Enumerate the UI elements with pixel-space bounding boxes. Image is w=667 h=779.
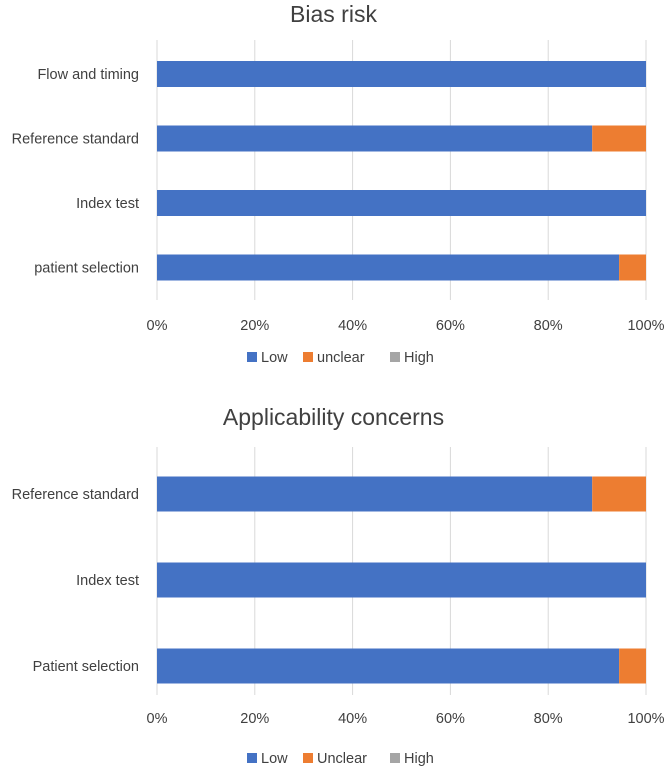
applicability-category-label: Reference standard [12,487,139,503]
applicability-title: Applicability concerns [223,404,444,430]
bias-risk-chart: Bias risk 0% 20% 40% 60% 80% 100% Flow and timi… [0,0,667,380]
bias-risk-bar-low-reference-standard [157,125,593,152]
applicability-legend-swatch-high [390,753,400,763]
applicability-legend-swatch-low [247,753,257,763]
bias-risk-bar-unclear-reference-standard [592,125,646,152]
applicability-category-label: Index test [76,573,139,589]
applicability-legend-label-high: High [404,751,434,767]
bias-risk-bar-unclear-patient-selection [619,254,646,281]
bias-risk-category-label: Reference standard [12,132,139,148]
bias-risk-bar-low-index-test [157,190,646,216]
applicability-category-label: Patient selection [33,659,139,675]
bias-risk-title: Bias risk [290,1,377,27]
applicability-bar-low-index-test [157,562,646,598]
bias-risk-x-tick-label: 40% [338,318,367,334]
applicability-bar-low-patient-selection [157,648,620,684]
applicability-x-tick-label: 100% [627,711,664,727]
applicability-bar-low-reference-standard [157,476,593,512]
bias-risk-legend-swatch-low [247,352,257,362]
applicability-x-tick-label: 40% [338,711,367,727]
applicability-x-tick-label: 60% [436,711,465,727]
bias-risk-x-tick-label: 0% [147,318,168,334]
bias-risk-category-label: Flow and timing [37,67,139,83]
applicability-legend-label-unclear: Unclear [317,751,367,767]
applicability-legend-label-low: Low [261,751,288,767]
bias-risk-x-tick-label: 100% [627,318,664,334]
bias-risk-category-label: patient selection [34,261,139,277]
applicability-legend-swatch-unclear [303,753,313,763]
applicability-x-tick-label: 0% [147,711,168,727]
applicability-concerns-chart: Applicability concerns 0% 20% 40% 60% 80% 100%… [0,395,667,779]
bias-risk-x-tick-label: 60% [436,318,465,334]
bias-risk-legend-label-high: High [404,350,434,366]
applicability-x-tick-label: 80% [534,711,563,727]
bias-risk-x-tick-label: 20% [240,318,269,334]
bias-risk-legend-label-unclear: unclear [317,350,365,366]
bias-risk-legend-swatch-high [390,352,400,362]
applicability-x-tick-label: 20% [240,711,269,727]
bias-risk-chart-svg: Bias risk 0% 20% 40% 60% 80% 100% Flow and timi… [12,1,665,366]
bias-risk-bar-low-flow-and-timing [157,61,646,87]
bias-risk-x-tick-label: 80% [534,318,563,334]
bias-risk-legend-label-low: Low [261,350,288,366]
applicability-bar-unclear-reference-standard [592,476,646,512]
applicability-concerns-chart-svg: Applicability concerns 0% 20% 40% 60% 80% 100%… [12,404,665,767]
bias-risk-legend-swatch-unclear [303,352,313,362]
bias-risk-category-label: Index test [76,196,139,212]
applicability-bar-unclear-patient-selection [619,648,646,684]
bias-risk-bar-low-patient-selection [157,254,620,281]
